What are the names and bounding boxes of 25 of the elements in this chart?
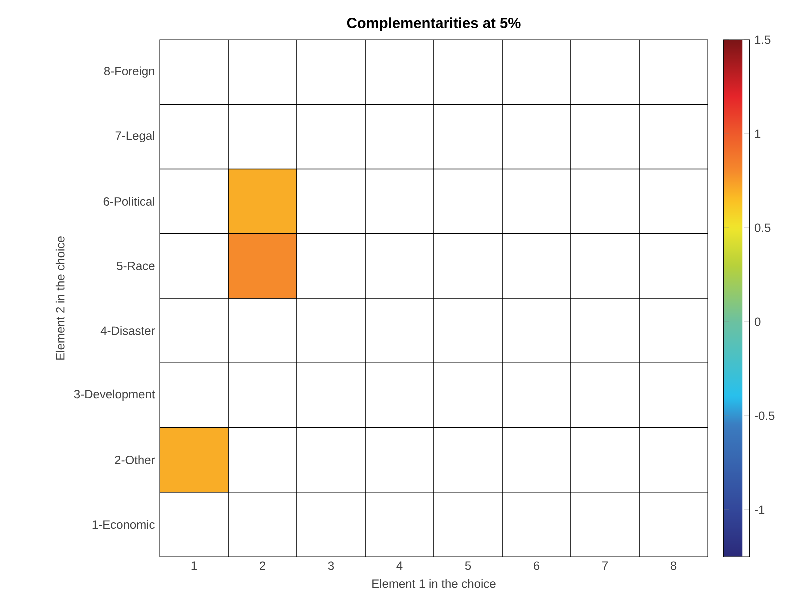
x-tick-label: 4	[396, 562, 403, 570]
x-tick-label: 7	[602, 562, 608, 570]
x-tick-label: 1	[192, 562, 198, 570]
y-tick-label: 2-Other	[115, 456, 156, 464]
color-bar-label: 1.5	[755, 36, 771, 44]
color-bar-label: -0.5	[755, 412, 775, 420]
y-tick-label: 1-Economic	[92, 520, 155, 530]
x-tick-label: 5	[465, 562, 472, 570]
y-tick-label: 5-Race	[117, 262, 155, 270]
x-tick-label: 2	[260, 562, 266, 570]
color-bar-label: 0	[754, 318, 761, 326]
y-axis-title: Element 2 in the choice	[56, 236, 65, 360]
x-tick-label: 8	[670, 562, 677, 570]
x-tick-label: 6	[534, 562, 540, 570]
x-axis-title: Element 1 in the choice	[372, 579, 496, 588]
y-tick-label: 3-Development	[74, 390, 156, 402]
chart-title: Complementarities at 5%	[347, 18, 521, 32]
color-bar-label: 0.5	[754, 224, 771, 232]
color-bar-label: 1	[755, 130, 761, 138]
color-bar-label: -1	[755, 506, 765, 514]
y-tick-label: 6-Political	[104, 197, 154, 206]
x-tick-label: 3	[328, 562, 334, 570]
y-tick-label: 8-Foreign	[104, 66, 155, 78]
y-tick-label: 4-Disaster	[100, 326, 156, 336]
y-tick-label: 7-Legal	[116, 131, 154, 143]
